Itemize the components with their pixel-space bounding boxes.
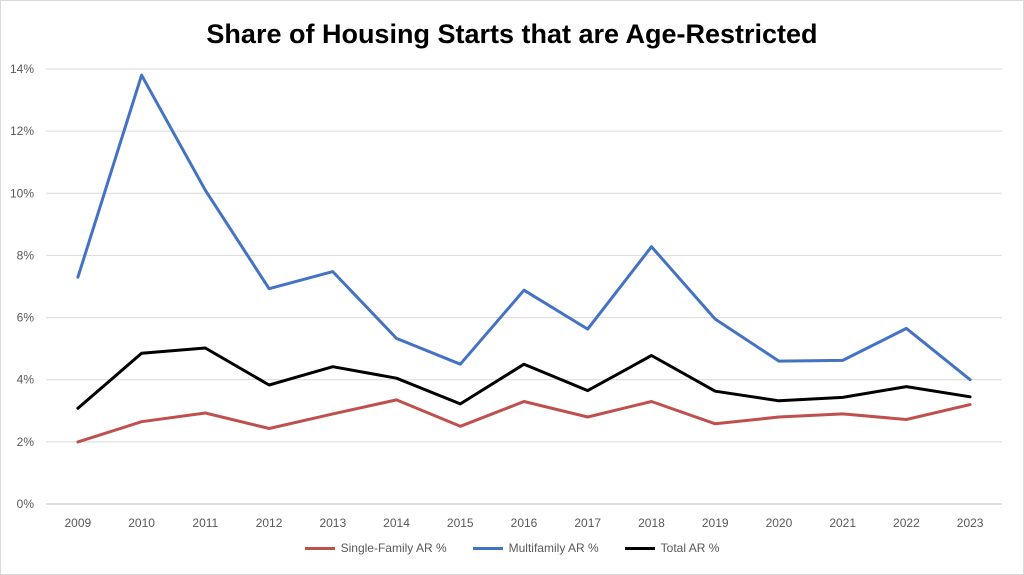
x-tick-label: 2010 — [128, 516, 155, 530]
series-line-multifamily-ar — [76, 73, 972, 382]
y-tick-label: 6% — [17, 311, 35, 325]
x-tick-label: 2009 — [65, 516, 92, 530]
legend-label: Total AR % — [660, 541, 720, 555]
legend-swatch — [472, 546, 503, 550]
y-tick-label: 12% — [10, 124, 34, 138]
x-tick-label: 2021 — [829, 516, 856, 530]
x-tick-label: 2013 — [319, 516, 346, 530]
legend: Single-Family AR % Multifamily AR % Total … — [1, 541, 1023, 555]
x-tick-label: 2022 — [893, 516, 920, 530]
series-line-single-family-ar — [76, 398, 972, 444]
legend-label: Multifamily AR % — [508, 541, 599, 555]
legend-label: Single-Family AR % — [340, 541, 447, 555]
legend-item: Multifamily AR % — [472, 541, 599, 555]
x-tick-label: 2015 — [447, 516, 474, 530]
x-tick-label: 2019 — [702, 516, 729, 530]
y-tick-label: 14% — [10, 62, 34, 76]
x-tick-label: 2017 — [574, 516, 601, 530]
legend-item: Total AR % — [624, 541, 720, 555]
x-tick-label: 2012 — [256, 516, 283, 530]
x-tick-label: 2011 — [192, 516, 218, 530]
chart-title: Share of Housing Starts that are Age-Res… — [206, 19, 818, 49]
y-tick-label: 10% — [10, 186, 34, 200]
x-tick-label: 2016 — [511, 516, 538, 530]
legend-swatch — [304, 546, 335, 550]
y-tick-label: 8% — [17, 248, 35, 262]
y-tick-label: 4% — [17, 373, 35, 387]
legend-item: Single-Family AR % — [304, 541, 447, 555]
y-tick-label: 2% — [17, 435, 35, 449]
x-tick-label: 2014 — [383, 516, 410, 530]
legend-swatch — [624, 546, 655, 550]
x-tick-label: 2020 — [766, 516, 793, 530]
x-tick-label: 2023 — [957, 516, 984, 530]
x-tick-label: 2018 — [638, 516, 665, 530]
series-line-total-ar — [76, 346, 972, 410]
y-tick-label: 0% — [17, 497, 35, 511]
